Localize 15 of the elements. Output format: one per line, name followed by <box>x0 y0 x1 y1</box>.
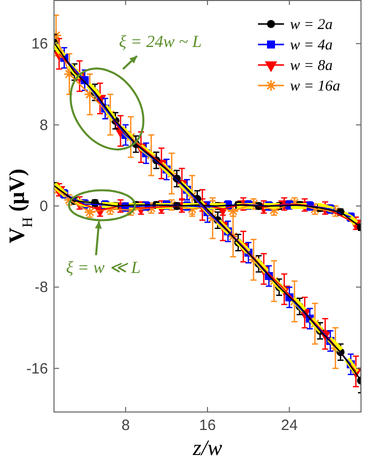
y-tick-label: 16 <box>31 36 48 53</box>
y-tick-label: -8 <box>34 279 48 296</box>
y-tick-label: 8 <box>40 116 48 134</box>
y-tick-label: -16 <box>26 360 48 378</box>
x-tick-label: 24 <box>281 417 298 434</box>
x-axis-title: z/w <box>192 435 222 460</box>
y-tick-label: 0 <box>40 198 48 215</box>
annotation: ξ = 24w ~ L <box>119 32 202 51</box>
x-tick-label: 16 <box>199 417 216 434</box>
legend-label: w = 4a <box>290 38 333 54</box>
legend-label: w = 2a <box>290 17 333 33</box>
legend-label: w = 16a <box>290 78 340 94</box>
legend-label: w = 8a <box>290 58 333 74</box>
x-tick-label: 8 <box>121 417 130 434</box>
annotation: ξ = w ≪ L <box>66 258 141 278</box>
